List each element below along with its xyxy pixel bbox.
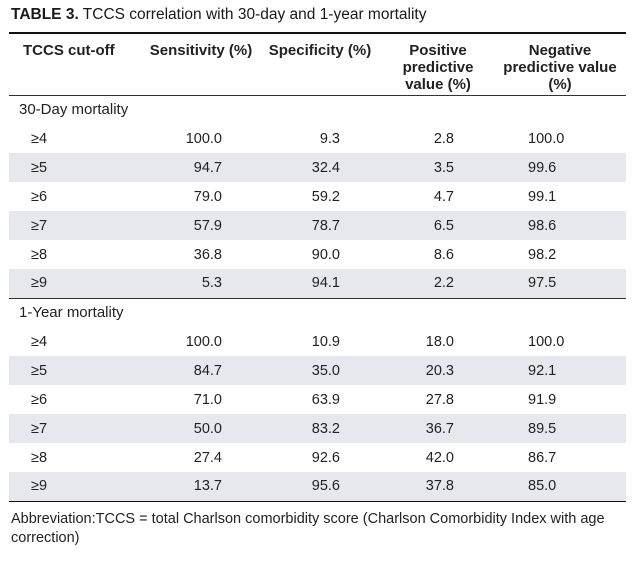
table-row: ≥6 71.0 63.9 27.8 91.9 xyxy=(9,385,626,414)
cell-npv: 86.7 xyxy=(528,449,557,466)
cell-sensitivity: 57.9 xyxy=(144,211,258,240)
cell-specificity: 63.9 xyxy=(311,391,340,408)
table-row: ≥4 100.0 10.9 18.0 100.0 xyxy=(9,327,626,356)
mortality-table: TCCS cut-off Sensitivity (%) Specificity… xyxy=(9,32,626,548)
cell-ppv: 4.7 xyxy=(433,188,454,205)
cell-sensitivity: 50.0 xyxy=(144,414,258,443)
cell-sensitivity: 5.3 xyxy=(144,269,258,298)
cell-sensitivity: 79.0 xyxy=(193,188,222,205)
cell-specificity: 59.2 xyxy=(311,188,340,205)
cell-npv: 89.5 xyxy=(494,414,626,443)
cell-sensitivity: 100.0 xyxy=(185,130,222,147)
cell-ppv: 6.5 xyxy=(382,211,494,240)
cell-sensitivity: 71.0 xyxy=(193,391,222,408)
cell-ppv: 8.6 xyxy=(433,246,454,263)
cell-specificity: 90.0 xyxy=(311,246,340,263)
table-row: ≥8 27.4 92.6 42.0 86.7 xyxy=(9,443,626,472)
table-container: TABLE 3. TCCS correlation with 30-day an… xyxy=(9,0,626,548)
cell-ppv: 37.8 xyxy=(382,472,494,501)
cell-npv: 98.6 xyxy=(494,211,626,240)
cell-npv: 100.0 xyxy=(528,333,565,350)
cell-npv: 98.2 xyxy=(528,246,557,263)
cell-cutoff: ≥4 xyxy=(31,130,48,147)
cell-npv: 85.0 xyxy=(494,472,626,501)
cell-ppv: 27.8 xyxy=(425,391,454,408)
cell-ppv: 20.3 xyxy=(382,356,494,385)
cell-ppv: 2.8 xyxy=(433,130,454,147)
header-cutoff: TCCS cut-off xyxy=(9,32,144,95)
cell-cutoff: ≥5 xyxy=(9,153,144,182)
cell-cutoff: ≥7 xyxy=(9,211,144,240)
cell-ppv: 18.0 xyxy=(425,333,454,350)
section-title: 30-Day mortality xyxy=(9,94,626,124)
cell-ppv: 36.7 xyxy=(382,414,494,443)
cell-specificity: 95.6 xyxy=(258,472,382,501)
table-caption-text: TCCS correlation with 30-day and 1-year … xyxy=(78,6,427,23)
cell-ppv: 3.5 xyxy=(382,153,494,182)
cell-sensitivity: 84.7 xyxy=(144,356,258,385)
cell-ppv: 2.2 xyxy=(382,269,494,298)
cell-cutoff: ≥6 xyxy=(31,391,48,408)
cell-sensitivity: 13.7 xyxy=(144,472,258,501)
table-row: ≥5 84.7 35.0 20.3 92.1 xyxy=(9,356,626,385)
cell-specificity: 92.6 xyxy=(311,449,340,466)
cell-specificity: 32.4 xyxy=(258,153,382,182)
table-row: ≥4 100.0 9.3 2.8 100.0 xyxy=(9,124,626,153)
cell-cutoff: ≥8 xyxy=(31,246,48,263)
table-row: ≥9 5.3 94.1 2.2 97.5 xyxy=(9,269,626,298)
cell-npv: 100.0 xyxy=(528,130,565,147)
section-title: 1-Year mortality xyxy=(9,297,626,327)
cell-cutoff: ≥9 xyxy=(9,269,144,298)
table-row: ≥8 36.8 90.0 8.6 98.2 xyxy=(9,240,626,269)
cell-ppv: 42.0 xyxy=(425,449,454,466)
cell-specificity: 10.9 xyxy=(311,333,340,350)
table-caption-label: TABLE 3. xyxy=(11,6,79,23)
table-row: ≥7 50.0 83.2 36.7 89.5 xyxy=(9,414,626,443)
table-row: ≥7 57.9 78.7 6.5 98.6 xyxy=(9,211,626,240)
cell-sensitivity: 94.7 xyxy=(144,153,258,182)
header-row: TCCS cut-off Sensitivity (%) Specificity… xyxy=(9,32,626,95)
cell-npv: 99.6 xyxy=(494,153,626,182)
header-npv: Negative predictive value (%) xyxy=(494,32,626,95)
cell-specificity: 94.1 xyxy=(258,269,382,298)
cell-npv: 91.9 xyxy=(528,391,557,408)
header-ppv: Positive predictive value (%) xyxy=(382,32,494,95)
cell-cutoff: ≥9 xyxy=(9,472,144,501)
table-row: ≥6 79.0 59.2 4.7 99.1 xyxy=(9,182,626,211)
cell-cutoff: ≥6 xyxy=(31,188,48,205)
cell-cutoff: ≥5 xyxy=(9,356,144,385)
cell-npv: 92.1 xyxy=(494,356,626,385)
header-specificity: Specificity (%) xyxy=(258,32,382,95)
table-body: 30-Day mortality ≥4 100.0 9.3 2.8 100.0 ≥5 94.7… xyxy=(9,94,626,501)
table-row: ≥9 13.7 95.6 37.8 85.0 xyxy=(9,472,626,501)
cell-npv: 97.5 xyxy=(494,269,626,298)
table-row: ≥5 94.7 32.4 3.5 99.6 xyxy=(9,153,626,182)
cell-cutoff: ≥4 xyxy=(31,333,48,350)
cell-sensitivity: 27.4 xyxy=(193,449,222,466)
table-footnote: Abbreviation:TCCS = total Charlson comor… xyxy=(9,500,626,548)
section-row: 30-Day mortality xyxy=(9,94,626,124)
section-row: 1-Year mortality xyxy=(9,297,626,327)
cell-specificity: 83.2 xyxy=(258,414,382,443)
cell-sensitivity: 100.0 xyxy=(185,333,222,350)
cell-specificity: 9.3 xyxy=(319,130,340,147)
table-caption: TABLE 3. TCCS correlation with 30-day an… xyxy=(9,0,626,32)
cell-sensitivity: 36.8 xyxy=(193,246,222,263)
header-sensitivity: Sensitivity (%) xyxy=(144,32,258,95)
cell-npv: 99.1 xyxy=(528,188,557,205)
cell-specificity: 35.0 xyxy=(258,356,382,385)
cell-specificity: 78.7 xyxy=(258,211,382,240)
cell-cutoff: ≥7 xyxy=(9,414,144,443)
cell-cutoff: ≥8 xyxy=(31,449,48,466)
